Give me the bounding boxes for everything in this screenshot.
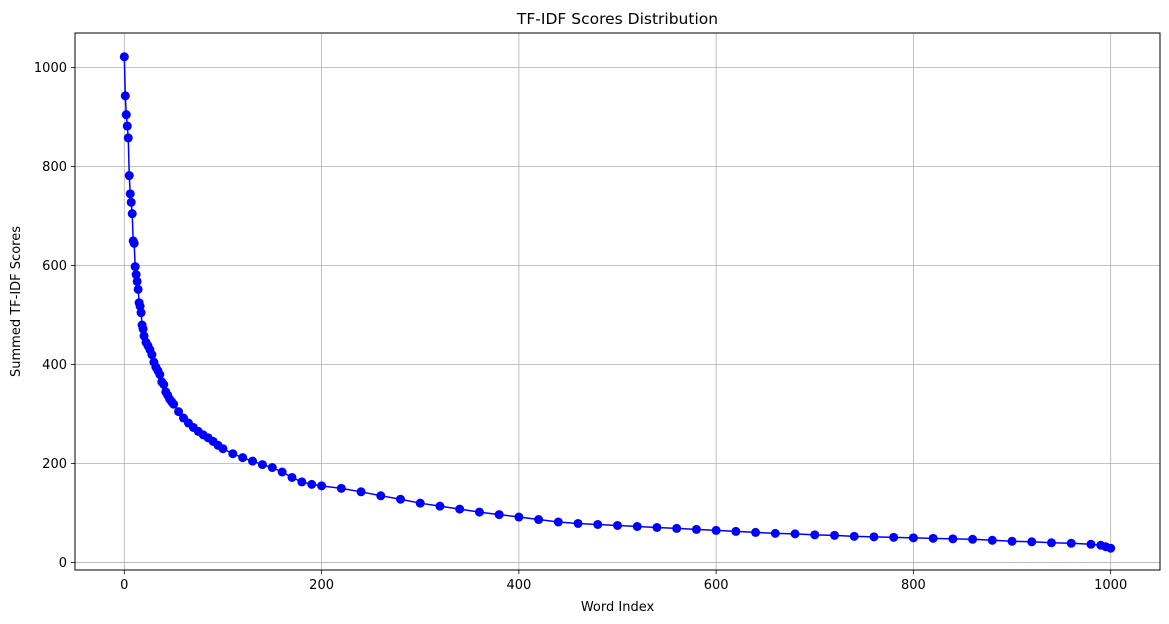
data-point — [928, 533, 938, 543]
data-point — [257, 460, 267, 470]
y-tick-label: 800 — [42, 160, 67, 175]
data-point — [790, 529, 800, 539]
x-tick-label: 800 — [901, 578, 926, 593]
data-point — [147, 350, 157, 360]
data-point — [287, 472, 297, 482]
y-tick-label: 1000 — [34, 61, 67, 76]
data-point — [632, 521, 642, 531]
x-tick-label: 400 — [506, 578, 531, 593]
data-point — [159, 379, 169, 389]
data-point — [155, 370, 165, 379]
data-point — [123, 133, 133, 143]
data-point — [138, 324, 148, 334]
data-point — [126, 197, 136, 207]
data-point — [948, 534, 958, 544]
data-point — [307, 479, 317, 489]
data-point — [455, 504, 465, 514]
x-tick-label: 600 — [704, 578, 729, 593]
plot-frame — [74, 32, 1161, 571]
data-point — [1106, 543, 1116, 553]
data-point — [751, 527, 761, 537]
data-point — [124, 171, 134, 181]
x-tick-label: 200 — [309, 578, 334, 593]
data-point — [968, 534, 978, 544]
data-point — [127, 209, 137, 219]
axis-ticks: 0 200 400 600 800 1000 0 200 400 600 800 1000 — [34, 61, 1127, 593]
data-point — [131, 270, 141, 280]
data-point — [169, 399, 179, 409]
chart-title: TF-IDF Scores Distribution — [516, 10, 718, 28]
data-point — [474, 507, 484, 517]
data-point — [396, 494, 405, 504]
data-point — [1047, 538, 1056, 548]
data-point — [130, 262, 140, 272]
data-point — [593, 519, 603, 529]
data-point — [810, 530, 820, 540]
y-tick-label: 400 — [42, 358, 67, 373]
data-point — [336, 483, 346, 493]
data-point — [987, 535, 997, 545]
data-point — [849, 531, 859, 541]
data-point — [238, 453, 248, 463]
data-series — [119, 52, 1116, 553]
data-point — [297, 477, 307, 487]
data-point — [356, 487, 366, 497]
data-point — [228, 449, 238, 459]
data-point — [534, 515, 544, 525]
data-point — [248, 456, 258, 466]
data-point — [129, 238, 139, 248]
y-tick-label: 200 — [42, 457, 67, 472]
data-point — [121, 110, 131, 120]
data-point — [770, 528, 780, 538]
data-point — [553, 517, 563, 527]
data-point — [889, 532, 899, 542]
data-point — [174, 407, 184, 417]
data-point — [415, 498, 425, 508]
data-point — [1007, 536, 1017, 546]
data-point — [908, 533, 918, 543]
y-tick-label: 0 — [59, 556, 67, 571]
data-point — [133, 284, 143, 294]
data-point — [573, 518, 583, 528]
x-tick-label: 0 — [120, 578, 128, 593]
data-point — [1066, 538, 1076, 548]
data-point — [267, 463, 277, 473]
data-point — [435, 501, 445, 511]
data-point — [1027, 537, 1037, 547]
y-tick-label: 600 — [42, 259, 67, 274]
y-axis-label: Summed TF-IDF Scores — [9, 226, 24, 377]
data-point — [869, 532, 879, 542]
data-point — [830, 530, 839, 540]
grid-lines — [75, 33, 1160, 570]
data-point — [120, 91, 130, 101]
data-point — [122, 121, 132, 131]
data-point — [494, 510, 504, 520]
x-tick-label: 1000 — [1094, 578, 1127, 593]
data-point — [132, 276, 142, 286]
series-line — [123, 56, 1111, 549]
data-point — [218, 444, 228, 454]
data-point — [119, 52, 129, 62]
data-point — [136, 308, 146, 318]
data-point — [652, 522, 662, 532]
data-point — [514, 512, 524, 522]
x-axis-label: Word Index — [581, 600, 655, 615]
data-point — [277, 467, 287, 477]
data-point — [1086, 539, 1096, 549]
data-point — [613, 520, 622, 530]
data-point — [317, 481, 327, 491]
data-point — [711, 525, 721, 535]
data-point — [672, 523, 682, 533]
data-point — [125, 189, 135, 199]
data-point — [731, 526, 741, 536]
data-point — [376, 491, 386, 501]
data-point — [691, 524, 701, 534]
